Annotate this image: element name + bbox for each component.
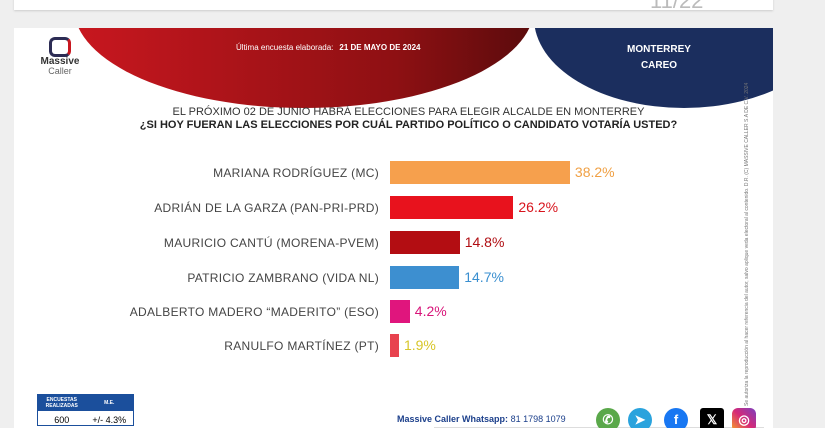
header-encuestas: ENCUESTAS REALIZADAS bbox=[45, 397, 78, 409]
chart-row: MAURICIO CANTÚ (MORENA-PVEM) 14.8% bbox=[14, 231, 773, 255]
chart-row: ADRIÁN DE LA GARZA (PAN-PRI-PRD) 26.2% bbox=[14, 196, 773, 220]
city-block: MONTERREY CAREO bbox=[609, 42, 709, 74]
margin-error: +/- 4.3% bbox=[92, 415, 127, 425]
survey-date: 21 DE MAYO DE 2024 bbox=[339, 43, 421, 52]
chart-row: MARIANA RODRÍGUEZ (MC) 38.2% bbox=[14, 161, 773, 185]
candidate-label: ADRIÁN DE LA GARZA (PAN-PRI-PRD) bbox=[154, 201, 379, 215]
bar bbox=[390, 196, 514, 219]
massive-caller-logo: Massive Caller bbox=[38, 37, 82, 76]
chart-row: PATRICIO ZAMBRANO (VIDA NL) 14.7% bbox=[14, 266, 773, 290]
bar bbox=[390, 266, 460, 289]
bar bbox=[390, 334, 399, 357]
slide: Última encuesta elaborada: 21 DE MAYO DE … bbox=[14, 28, 773, 428]
previous-page-card bbox=[14, 0, 773, 10]
copyright-note: Se autoriza la reproducción al hacer ref… bbox=[742, 82, 754, 408]
value-label: 14.7% bbox=[464, 269, 504, 285]
question-intro: EL PRÓXIMO 02 DE JUNIO HABRÁ ELECCIONES … bbox=[172, 106, 645, 118]
survey-info-table: ENCUESTAS REALIZADAS M.E. 600 +/- 4.3% bbox=[37, 394, 134, 426]
survey-date-text: Última encuesta elaborada: 21 DE MAYO DE … bbox=[236, 43, 420, 52]
instagram-icon[interactable]: ◎ bbox=[732, 408, 756, 428]
chart-row: ADALBERTO MADERO “MADERITO” (ESO) 4.2% bbox=[14, 300, 773, 324]
whatsapp-contact: Massive Caller Whatsapp: 81 1798 1079 bbox=[397, 414, 566, 424]
value-label: 26.2% bbox=[518, 199, 559, 215]
telegram-icon[interactable]: ➤ bbox=[628, 408, 652, 428]
page-indicator: 11/22 bbox=[650, 0, 704, 13]
whatsapp-number: 81 1798 1079 bbox=[510, 414, 566, 424]
value-label: 4.2% bbox=[414, 303, 447, 319]
candidate-label: MAURICIO CANTÚ (MORENA-PVEM) bbox=[163, 236, 379, 250]
value-label: 1.9% bbox=[403, 337, 436, 353]
facebook-icon[interactable]: f bbox=[664, 408, 688, 428]
bar bbox=[390, 300, 410, 323]
bar bbox=[390, 231, 460, 254]
logo-line1: Massive bbox=[40, 56, 80, 67]
value-label: 14.8% bbox=[464, 234, 505, 250]
logo-icon bbox=[49, 37, 71, 57]
logo-line2: Caller bbox=[48, 66, 72, 76]
question: ¿SI HOY FUERAN LAS ELECCIONES POR CUÁL P… bbox=[139, 119, 678, 131]
value-label: 38.2% bbox=[574, 164, 615, 180]
surveys-count: 600 bbox=[54, 415, 70, 425]
candidate-label: MARIANA RODRÍGUEZ (MC) bbox=[213, 166, 379, 180]
candidate-label: RANULFO MARTÍNEZ (PT) bbox=[224, 339, 379, 353]
chart-row: RANULFO MARTÍNEZ (PT) 1.9% bbox=[14, 334, 773, 358]
copyright-text: Se autoriza la reproducción al hacer ref… bbox=[744, 82, 750, 406]
subtitle: CAREO bbox=[640, 60, 678, 71]
header-me: M.E. bbox=[104, 400, 115, 406]
city: MONTERREY bbox=[627, 44, 691, 55]
whatsapp-label: Massive Caller Whatsapp: bbox=[397, 414, 509, 424]
bar bbox=[390, 161, 570, 184]
header-red-band bbox=[74, 28, 534, 108]
candidate-label: ADALBERTO MADERO “MADERITO” (ESO) bbox=[129, 305, 379, 319]
candidate-label: PATRICIO ZAMBRANO (VIDA NL) bbox=[187, 271, 379, 285]
whatsapp-icon[interactable]: ✆ bbox=[596, 408, 620, 428]
x-icon[interactable]: 𝕏 bbox=[700, 408, 724, 428]
survey-label: Última encuesta elaborada: bbox=[236, 43, 334, 52]
